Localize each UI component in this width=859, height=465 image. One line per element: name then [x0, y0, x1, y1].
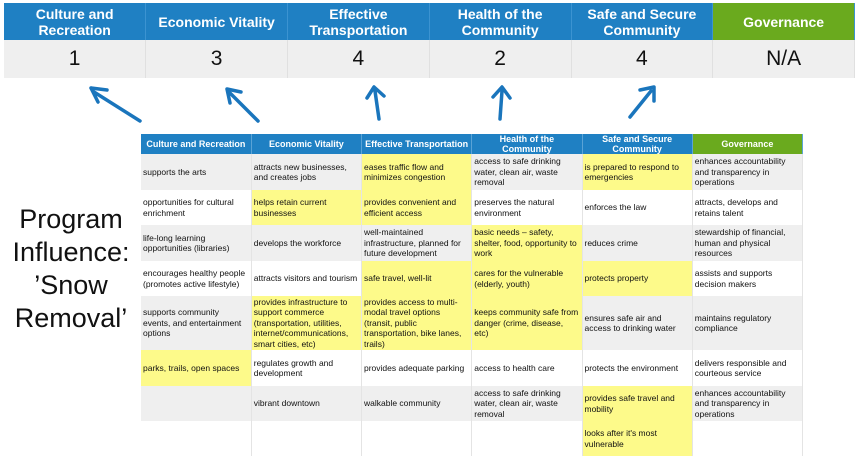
- table-row: parks, trails, open spaces regulates grow…: [141, 350, 804, 386]
- table-row: supports the arts attracts new businesses…: [141, 154, 804, 190]
- table-row: encourages healthy people (promotes acti…: [141, 261, 804, 296]
- program-influence-label: Program Influence: ’Snow Removal’: [0, 203, 142, 335]
- table-cell: attracts, develops and retains talent: [692, 190, 804, 225]
- table-cell: [141, 386, 252, 421]
- column-header: Effective Transportation: [361, 134, 473, 154]
- column-header: Safe and Secure Community: [582, 134, 693, 154]
- score-header: Culture and Recreation: [4, 3, 147, 40]
- score-header: Economic Vitality: [145, 3, 288, 40]
- table-cell: [692, 421, 804, 456]
- table-cell: stewardship of financial, human and phys…: [692, 225, 804, 261]
- table-cell: well-maintained infrastructure, planned …: [361, 225, 473, 261]
- table-row: vibrant downtown walkable community access…: [141, 386, 804, 421]
- outcomes-table: Culture and Recreation Economic Vitality E…: [141, 134, 804, 456]
- table-cell: assists and supports decision makers: [692, 261, 804, 296]
- table-cell: attracts visitors and tourism: [251, 261, 363, 296]
- table-cell: ensures safe air and access to drinking …: [582, 296, 693, 350]
- label-line: Removal’: [14, 303, 128, 333]
- table-cell: safe travel, well-lit: [361, 261, 473, 296]
- table-cell: regulates growth and development: [251, 350, 363, 386]
- score-header: Safe and Secure Community: [571, 3, 714, 40]
- table-cell: enhances accountability and transparency…: [692, 386, 804, 421]
- table-cell: provides access to multi-modal travel op…: [361, 296, 473, 350]
- score-value: 3: [145, 40, 288, 78]
- table-cell: walkable community: [361, 386, 473, 421]
- score-value: N/A: [712, 40, 855, 78]
- score-value: 2: [429, 40, 572, 78]
- table-cell: parks, trails, open spaces: [141, 350, 252, 386]
- table-cell: [251, 421, 363, 456]
- table-cell: provides safe travel and mobility: [582, 386, 693, 421]
- arrow-icon: [89, 86, 142, 123]
- table-cell: helps retain current businesses: [251, 190, 363, 225]
- table-cell: reduces crime: [582, 225, 693, 261]
- table-cell: develops the workforce: [251, 225, 363, 261]
- table-cell: protects property: [582, 261, 693, 296]
- table-cell: opportunities for cultural enrichment: [141, 190, 252, 225]
- table-cell: enforces the law: [582, 190, 693, 225]
- table-cell: encourages healthy people (promotes acti…: [141, 261, 252, 296]
- table-cell: supports the arts: [141, 154, 252, 190]
- table-cell: vibrant downtown: [251, 386, 363, 421]
- table-cell: cares for the vulnerable (elderly, youth…: [471, 261, 583, 296]
- table-cell: access to health care: [471, 350, 583, 386]
- table-row: supports community events, and entertain…: [141, 296, 804, 350]
- table-row: opportunities for cultural enrichment hel…: [141, 190, 804, 225]
- table-cell: basic needs – safety, shelter, food, opp…: [471, 225, 583, 261]
- table-cell: enhances accountability and transparency…: [692, 154, 804, 190]
- score-header: Governance: [712, 3, 855, 40]
- table-cell: provides adequate parking: [361, 350, 473, 386]
- score-value: 1: [4, 40, 147, 78]
- score-header: Effective Transportation: [287, 3, 430, 40]
- table-cell: provides infrastructure to support comme…: [251, 296, 363, 350]
- label-line: Program: [19, 204, 123, 234]
- table-cell: access to safe drinking water, clean air…: [471, 386, 583, 421]
- arrow-icon: [491, 85, 512, 121]
- column-header: Culture and Recreation: [141, 134, 252, 154]
- table-cell: [141, 421, 252, 456]
- label-line: Influence:: [12, 237, 130, 267]
- score-header: Health of the Community: [429, 3, 572, 40]
- table-cell: protects the environment: [582, 350, 693, 386]
- table-cell: supports community events, and entertain…: [141, 296, 252, 350]
- column-header: Economic Vitality: [251, 134, 363, 154]
- table-cell: attracts new businesses, and creates job…: [251, 154, 363, 190]
- table-row: looks after it's most vulnerable: [141, 421, 804, 456]
- score-value: 4: [287, 40, 430, 78]
- table-cell: preserves the natural environment: [471, 190, 583, 225]
- score-value: 4: [571, 40, 714, 78]
- table-cell: eases traffic flow and minimizes congest…: [361, 154, 473, 190]
- table-cell: [361, 421, 473, 456]
- table-cell: looks after it's most vulnerable: [582, 421, 693, 456]
- table-cell: life-long learning opportunities (librar…: [141, 225, 252, 261]
- arrow-icon: [628, 85, 656, 119]
- table-cell: delivers responsible and courteous servi…: [692, 350, 804, 386]
- table-cell: access to safe drinking water, clean air…: [471, 154, 583, 190]
- column-header: Governance: [692, 134, 804, 154]
- table-cell: keeps community safe from danger (crime,…: [471, 296, 583, 350]
- table-cell: is prepared to respond to emergencies: [582, 154, 693, 190]
- arrows: [89, 85, 656, 123]
- column-header: Health of the Community: [471, 134, 583, 154]
- table-cell: provides convenient and efficient access: [361, 190, 473, 225]
- table-row: life-long learning opportunities (librar…: [141, 225, 804, 261]
- table-cell: maintains regulatory compliance: [692, 296, 804, 350]
- score-summary-table: Culture and Recreation Economic Vitality E…: [4, 3, 855, 78]
- arrow-icon: [365, 85, 386, 121]
- arrow-icon: [225, 87, 260, 123]
- table-cell: [471, 421, 583, 456]
- label-line: ’Snow: [34, 270, 108, 300]
